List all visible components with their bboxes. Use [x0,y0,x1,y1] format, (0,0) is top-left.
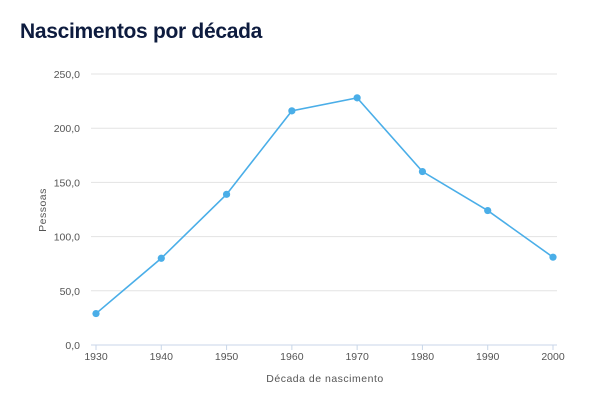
data-point-1990[interactable] [484,206,492,215]
y-axis-label: Pessoas [37,188,49,232]
data-point-1940[interactable] [157,254,165,262]
chart-title: Nascimentos por década [20,20,262,43]
x-tick-label: 1990 [476,351,500,363]
y-tick-label: 0,0 [65,340,80,352]
x-tick-label: 1930 [84,351,108,363]
y-tick-label: 200,0 [54,123,80,135]
x-tick-label: 1940 [150,351,174,363]
data-point-1950[interactable] [222,190,231,198]
x-tick-label: 2000 [541,351,565,363]
x-tick-label: 1980 [411,351,435,363]
data-point-1930[interactable] [92,309,100,318]
y-tick-label: 250,0 [54,69,80,81]
series-line [95,96,554,315]
y-tick-label: 50,0 [60,286,81,298]
x-axis-label: Década de nascimento [266,373,383,385]
x-tick-label: 1960 [280,351,304,363]
data-point-2000[interactable] [549,253,557,261]
data-point-1970[interactable] [353,94,361,102]
y-tick-label: 150,0 [54,177,80,189]
x-tick-label: 1970 [345,351,369,363]
x-tick-label: 1950 [215,351,239,363]
data-point-1960[interactable] [288,107,296,115]
y-tick-label: 100,0 [54,232,80,244]
data-point-1980[interactable] [418,167,427,176]
